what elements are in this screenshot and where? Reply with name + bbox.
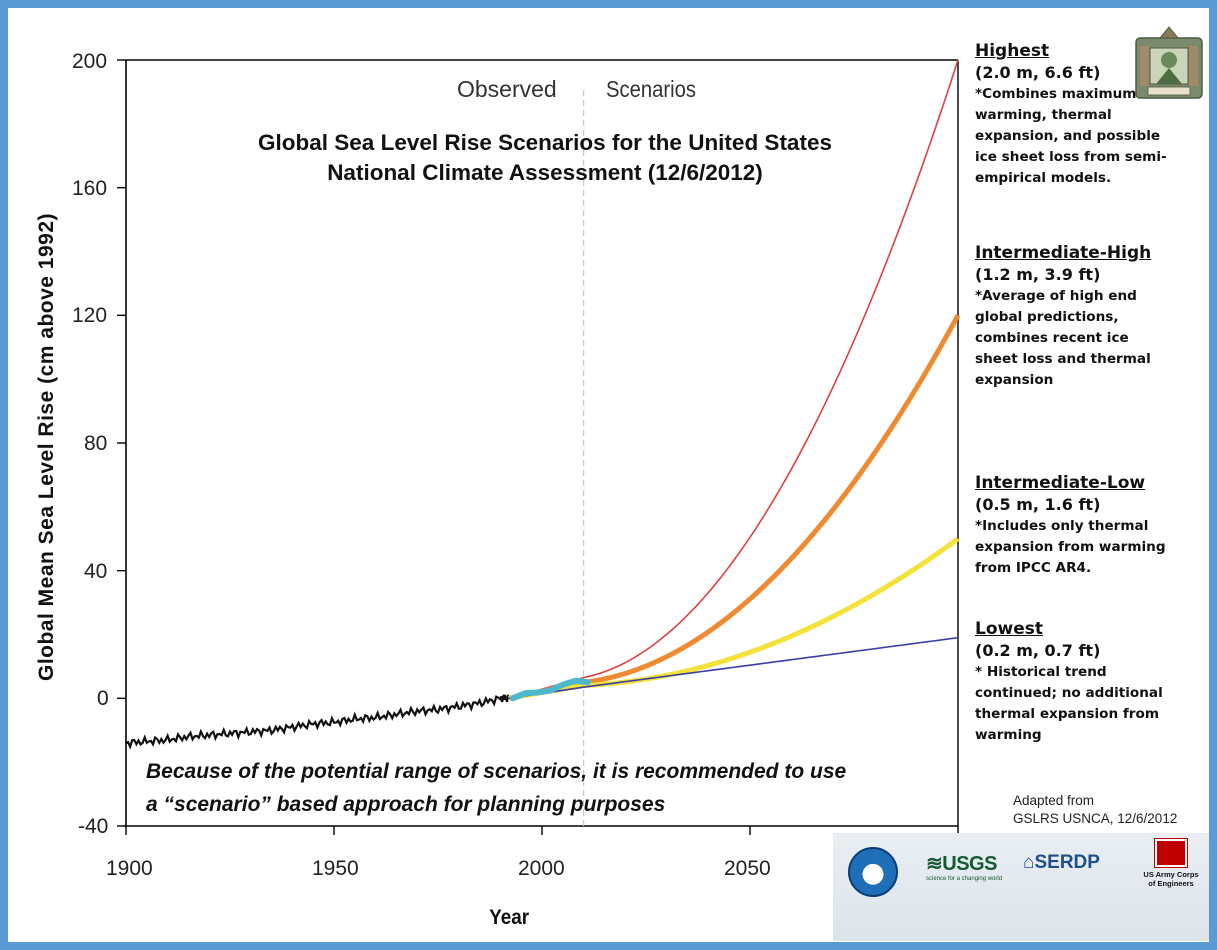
satellite-altimetry-line bbox=[509, 677, 591, 702]
scenario-heading: Lowest bbox=[975, 619, 1043, 639]
noaa-logo-icon bbox=[848, 847, 898, 897]
scenario-heading: Intermediate-High bbox=[975, 243, 1152, 263]
scenario-note-intermediate-low: Intermediate-Low (0.5 m, 1.6 ft) *Includ… bbox=[975, 472, 1207, 579]
observed-region-label: Observed bbox=[457, 76, 557, 102]
scenario-value: (0.2 m, 0.7 ft) bbox=[975, 641, 1101, 660]
chart-title-line-1: Global Sea Level Rise Scenarios for the … bbox=[258, 130, 832, 155]
usgs-logo-text: ≋USGS bbox=[926, 853, 997, 875]
usace-castle-icon bbox=[1155, 839, 1187, 867]
y-axis-label: Global Mean Sea Level Rise (cm above 199… bbox=[35, 212, 58, 682]
scenario-desc-line: * Historical trend bbox=[975, 664, 1107, 680]
y-tick-label: 200 bbox=[72, 50, 108, 73]
scenario-desc-line: warming bbox=[975, 727, 1042, 743]
scenario-desc-line: ice sheet loss from semi- bbox=[975, 149, 1167, 165]
observed-tide-gauge-line bbox=[125, 693, 510, 750]
scenario-desc-line: *Combines maximum bbox=[975, 86, 1137, 102]
chart-title: Global Sea Level Rise Scenarios for the … bbox=[175, 128, 915, 188]
x-tick-label: 2050 bbox=[724, 857, 771, 880]
scenario-value: (1.2 m, 3.9 ft) bbox=[975, 265, 1101, 284]
scenario-desc-line: combines recent ice bbox=[975, 330, 1129, 346]
y-tick-label: 80 bbox=[84, 432, 108, 455]
scenario-value: (0.5 m, 1.6 ft) bbox=[975, 495, 1101, 514]
source-credit-line-2: GSLRS USNCA, 12/6/2012 bbox=[1013, 811, 1178, 826]
usace-logo-text: US Army Corps of Engineers bbox=[1143, 870, 1199, 888]
planning-note-line-1: Because of the potential range of scenar… bbox=[146, 760, 847, 783]
x-tick-label: 1950 bbox=[312, 857, 359, 880]
scenario-desc-line: from IPCC AR4. bbox=[975, 560, 1092, 576]
usgs-logo-tagline: science for a changing world bbox=[926, 876, 1003, 882]
scenario-line-highest bbox=[508, 59, 959, 700]
serdp-logo-icon: ⌂SERDP bbox=[1023, 852, 1100, 873]
y-tick-label: 120 bbox=[72, 304, 108, 327]
scenario-value: (2.0 m, 6.6 ft) bbox=[975, 63, 1101, 82]
scenario-note-highest: Highest (2.0 m, 6.6 ft) *Combines maximu… bbox=[975, 40, 1207, 189]
usgs-logo-icon: ≋USGS science for a changing world bbox=[926, 851, 1002, 882]
scenario-desc-line: thermal expansion from bbox=[975, 706, 1160, 722]
scenario-heading: Highest bbox=[975, 41, 1050, 61]
scenario-desc-line: sheet loss and thermal bbox=[975, 351, 1151, 367]
scenario-line-intermediate-low bbox=[508, 536, 960, 701]
state-seal-icon bbox=[1135, 26, 1203, 99]
planning-note: Because of the potential range of scenar… bbox=[146, 755, 966, 821]
scenario-heading: Intermediate-Low bbox=[975, 473, 1146, 493]
scenario-line-lowest bbox=[508, 636, 959, 700]
scenario-desc-line: expansion, and possible bbox=[975, 128, 1161, 144]
scenario-desc-line: *Includes only thermal bbox=[975, 518, 1149, 534]
scenario-note-intermediate-high: Intermediate-High (1.2 m, 3.9 ft) *Avera… bbox=[975, 242, 1207, 391]
scenarios-region-label: Scenarios bbox=[606, 76, 697, 102]
scenario-desc-line: expansion bbox=[975, 372, 1054, 388]
chart-title-line-2: National Climate Assessment (12/6/2012) bbox=[327, 160, 763, 185]
scenario-desc-line: continued; no additional bbox=[975, 685, 1163, 701]
scenario-desc-line: global predictions, bbox=[975, 309, 1119, 325]
scenario-desc-line: empirical models. bbox=[975, 170, 1112, 186]
scenario-desc-line: *Average of high end bbox=[975, 288, 1137, 304]
scenario-desc-line: warming, thermal bbox=[975, 107, 1112, 123]
x-axis-label: Year bbox=[489, 906, 530, 929]
source-credit-line-1: Adapted from bbox=[1013, 793, 1095, 808]
planning-note-line-2: a “scenario” based approach for planning… bbox=[146, 793, 666, 816]
y-tick-label: 0 bbox=[97, 687, 109, 710]
source-credit: Adapted from GSLRS USNCA, 12/6/2012 bbox=[1013, 792, 1177, 828]
scenario-note-lowest: Lowest (0.2 m, 0.7 ft) * Historical tren… bbox=[975, 618, 1207, 746]
agency-logo-strip: ≋USGS science for a changing world ⌂SERD… bbox=[833, 833, 1209, 941]
scenario-line-intermediate-high bbox=[508, 314, 961, 701]
y-tick-label: 40 bbox=[84, 560, 108, 583]
usace-logo-icon: US Army Corps of Engineers bbox=[1143, 839, 1199, 888]
y-tick-label: 160 bbox=[72, 177, 108, 200]
x-tick-label: 1900 bbox=[106, 857, 153, 880]
x-tick-label: 2000 bbox=[518, 857, 565, 880]
scenario-desc-line: expansion from warming bbox=[975, 539, 1166, 555]
y-tick-label: -40 bbox=[78, 815, 109, 838]
serdp-logo-text: SERDP bbox=[1034, 852, 1100, 873]
